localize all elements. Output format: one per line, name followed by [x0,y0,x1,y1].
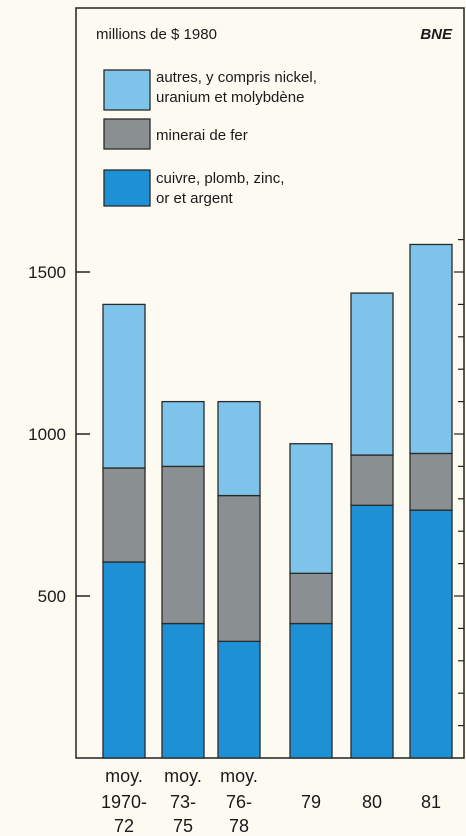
bar-segment [102,467,146,563]
legend-swatch [103,169,151,207]
legend-swatch [103,118,151,150]
bar-segment [161,465,205,625]
bar-segment [409,452,453,511]
bar-segment [409,509,453,759]
bar-segment [350,504,394,759]
y-tick-label: 500 [38,587,66,606]
bar-segment [102,561,146,759]
x-tick-label: 72 [114,816,134,836]
y-tick-label: 1000 [28,425,66,444]
bar-segment [217,640,261,759]
x-tick-label: 80 [362,792,382,812]
bar-segment [161,400,205,468]
legend-label: cuivre, plomb, zinc, [156,170,284,187]
bar-segment [289,622,333,759]
bar-segment [217,494,261,643]
legend-label: or et argent [156,190,234,207]
bar-segment [350,292,394,456]
legend-label: autres, y compris nickel, [156,69,317,86]
unit-label: millions de $ 1980 [96,26,217,43]
legend-label: minerai de fer [156,127,248,144]
bar-segment [289,572,333,625]
bar-segment [102,303,146,469]
x-tick-label: moy. [220,766,258,786]
source-label: BNE [420,26,453,43]
x-axis-labels: moy. 1970- 72 moy. 73- 75 moy. 76- 78 79 80 81 [101,766,441,836]
y-tick-label: 1500 [28,263,66,282]
x-tick-label: 1970- [101,792,147,812]
x-tick-label: 79 [301,792,321,812]
x-tick-label: 73- [170,792,196,812]
x-tick-label: moy. [105,766,143,786]
bars-group [102,243,453,759]
bar-segment [289,443,333,574]
bar-segment [350,454,394,506]
x-tick-label: 81 [421,792,441,812]
right-tick-marks [454,239,464,727]
x-tick-label: moy. [164,766,202,786]
legend-swatch [103,69,151,111]
y-axis: 500 1000 1500 [28,263,90,606]
x-tick-label: 78 [229,816,249,836]
bar-segment [217,400,261,497]
x-tick-label: 76- [226,792,252,812]
bar-segment [409,243,453,455]
bar-segment [161,622,205,759]
plot-frame [75,7,465,759]
legend-label: uranium et molybdène [156,89,304,106]
x-tick-label: 75 [173,816,193,836]
legend: autres, y compris nickel, uranium et moly… [103,69,317,207]
